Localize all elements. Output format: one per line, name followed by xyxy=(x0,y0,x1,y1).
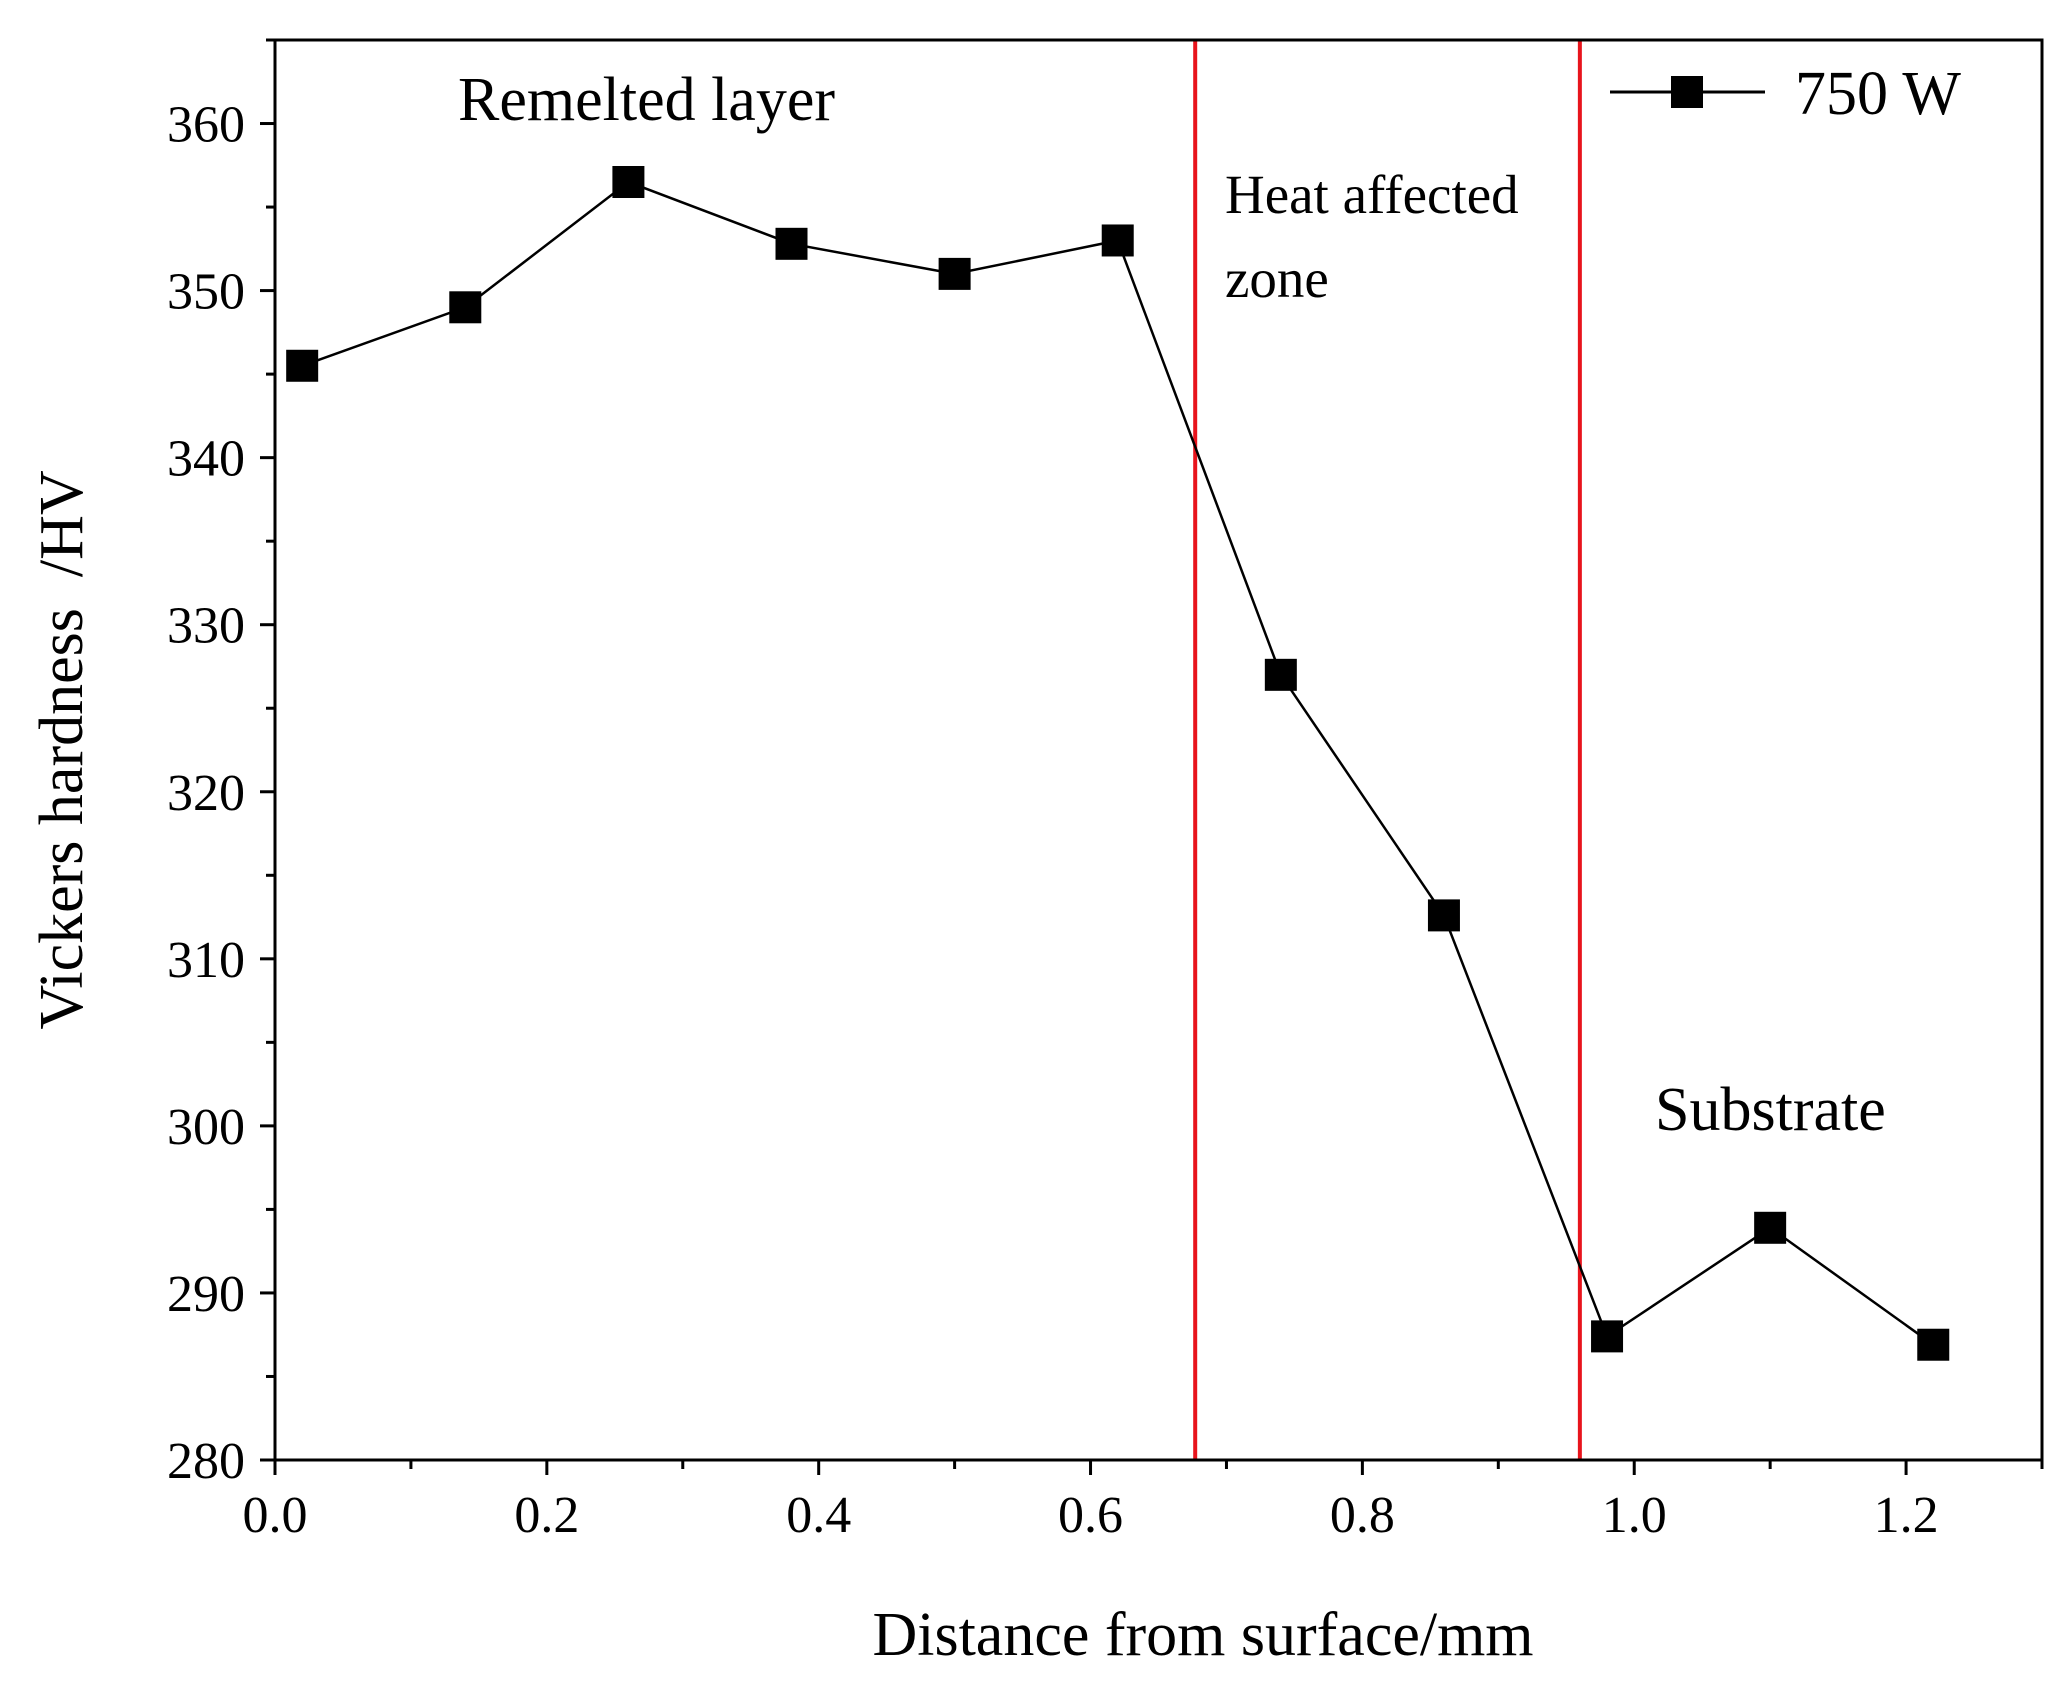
x-tick-label: 1.2 xyxy=(1874,1487,1939,1544)
y-axis: 280 290 300 310 320 330 340 350 360 xyxy=(167,38,275,1490)
series-lines xyxy=(301,180,1935,1346)
x-tick-label: 0.6 xyxy=(1058,1487,1123,1544)
series-line-0 xyxy=(301,180,1935,1346)
x-axis: 0.0 0.2 0.4 0.6 0.8 1.0 1.2 xyxy=(243,1460,2044,1544)
x-tick-label: 0.4 xyxy=(786,1487,851,1544)
series-markers xyxy=(286,166,1950,1361)
data-point xyxy=(1754,1211,1787,1244)
x-tick-label: 0.0 xyxy=(243,1487,308,1544)
data-point xyxy=(1264,658,1297,691)
y-tick-label: 280 xyxy=(167,1433,245,1490)
data-point xyxy=(1591,1320,1624,1353)
y-tick-label: 330 xyxy=(167,598,245,655)
data-point xyxy=(775,227,808,260)
annotation-remelted-layer: Remelted layer xyxy=(458,66,835,134)
y-tick-label: 340 xyxy=(167,431,245,488)
data-point xyxy=(286,349,319,382)
x-tick-label: 1.0 xyxy=(1602,1487,1667,1544)
y-tick-label: 290 xyxy=(167,1266,245,1323)
y-tick-label: 310 xyxy=(167,932,245,989)
y-axis-label: Vickers hardness /HV xyxy=(28,470,96,1030)
zone-boundary-lines xyxy=(1193,40,1582,1460)
legend-marker xyxy=(1671,76,1703,108)
data-point xyxy=(938,257,971,290)
x-tick-label: 0.2 xyxy=(514,1487,579,1544)
legend: 750 W xyxy=(1610,60,1961,128)
annotation-substrate: Substrate xyxy=(1655,1076,1886,1144)
data-point xyxy=(1101,224,1134,257)
x-tick-label: 0.8 xyxy=(1330,1487,1395,1544)
y-tick-label: 350 xyxy=(167,264,245,321)
data-point xyxy=(1917,1328,1950,1361)
data-point xyxy=(612,166,645,198)
annotation-heat-affected: Heat affected xyxy=(1225,164,1519,225)
annotation-zone: zone xyxy=(1225,248,1329,309)
data-point xyxy=(449,291,482,324)
data-point xyxy=(1427,899,1460,932)
y-tick-label: 320 xyxy=(167,765,245,822)
x-axis-label: Distance from surface/mm xyxy=(872,1601,1533,1669)
plot-frame xyxy=(273,38,2044,1462)
y-tick-label: 360 xyxy=(167,97,245,154)
legend-label: 750 W xyxy=(1795,60,1961,128)
y-tick-label: 300 xyxy=(167,1099,245,1156)
